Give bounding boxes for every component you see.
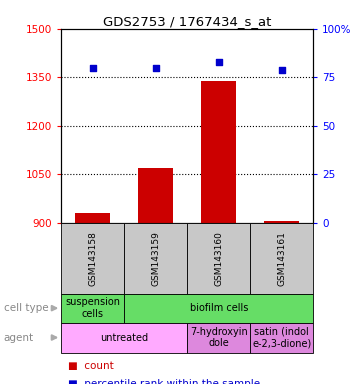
Text: GSM143158: GSM143158 (88, 231, 97, 286)
Text: cell type: cell type (4, 303, 48, 313)
Text: GSM143161: GSM143161 (277, 231, 286, 286)
Bar (139, 168, 173, 223)
Point (153, 65, 159, 71)
Text: ■  count: ■ count (68, 361, 114, 371)
Bar (61, 323, 187, 353)
Bar (250, 223, 313, 294)
Text: 7-hydroxyin
dole: 7-hydroxyin dole (190, 327, 248, 348)
Text: satin (indol
e-2,3-dione): satin (indol e-2,3-dione) (252, 327, 312, 348)
Point (216, 59, 222, 65)
Point (279, 66, 285, 73)
Bar (61, 223, 124, 294)
Bar (76, 213, 110, 223)
Bar (124, 223, 187, 294)
Bar (187, 223, 250, 294)
Text: biofilm cells: biofilm cells (190, 303, 248, 313)
Text: ■  percentile rank within the sample: ■ percentile rank within the sample (68, 379, 260, 384)
Bar (202, 81, 236, 223)
Bar (250, 323, 313, 353)
Text: agent: agent (4, 333, 34, 343)
Bar (187, 323, 250, 353)
Bar (265, 221, 299, 223)
Text: suspension
cells: suspension cells (65, 297, 120, 319)
Title: GDS2753 / 1767434_s_at: GDS2753 / 1767434_s_at (103, 15, 272, 28)
Point (90, 65, 96, 71)
Bar (124, 294, 313, 323)
Text: GSM143160: GSM143160 (214, 231, 223, 286)
Text: untreated: untreated (100, 333, 148, 343)
Bar (61, 294, 124, 323)
Text: GSM143159: GSM143159 (151, 231, 160, 286)
